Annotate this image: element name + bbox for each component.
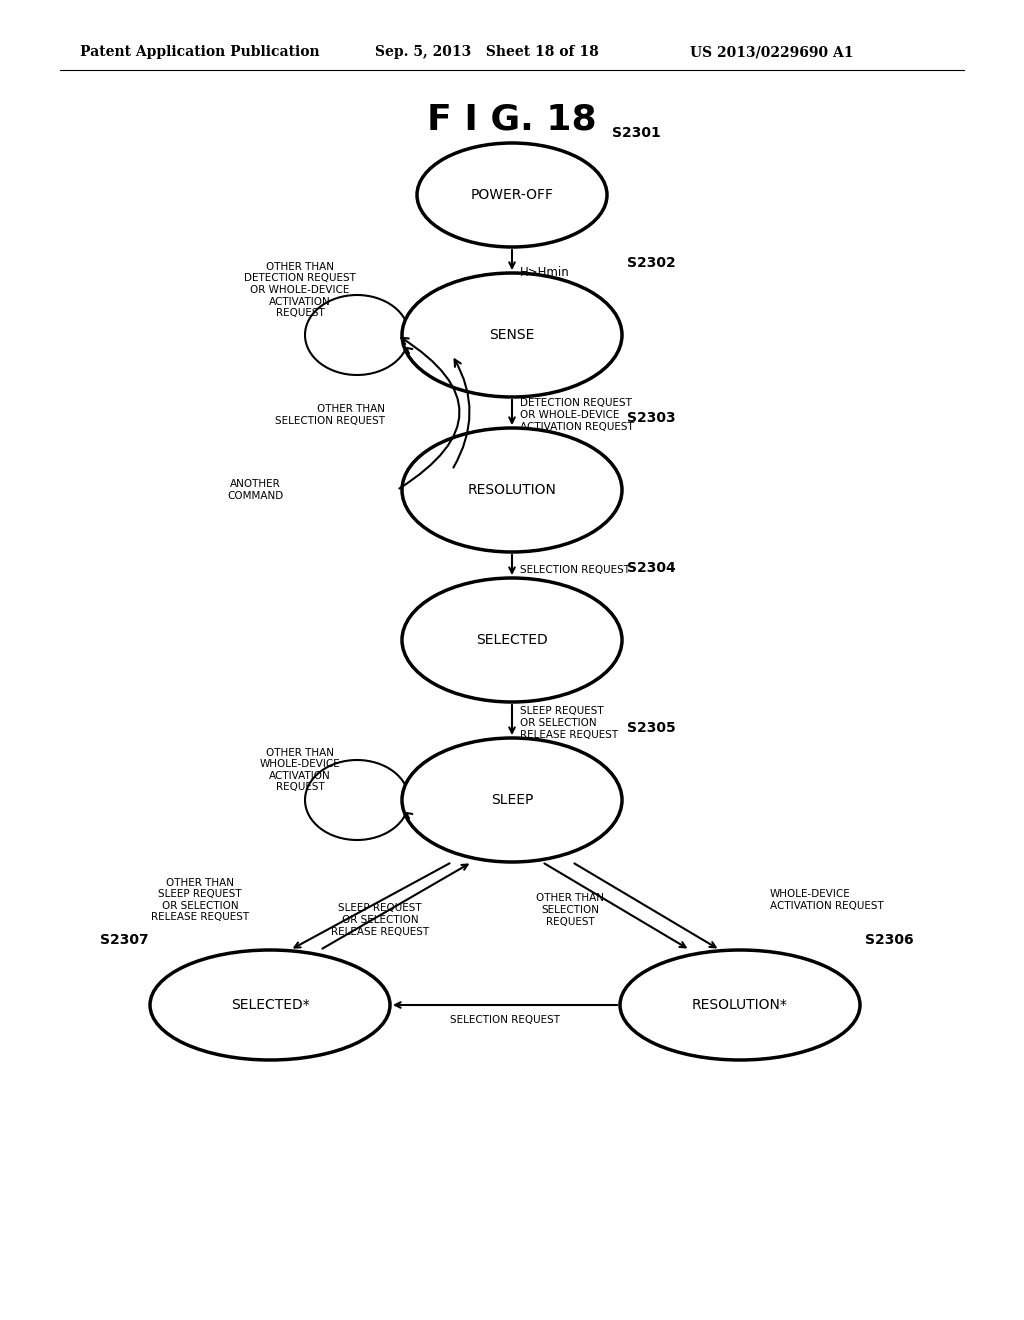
Text: SLEEP REQUEST
OR SELECTION
RELEASE REQUEST: SLEEP REQUEST OR SELECTION RELEASE REQUE…	[331, 903, 429, 937]
Text: RESOLUTION: RESOLUTION	[468, 483, 556, 498]
Text: RESOLUTION*: RESOLUTION*	[692, 998, 787, 1012]
Text: SELECTION REQUEST: SELECTION REQUEST	[450, 1015, 560, 1026]
Text: H>Hmin: H>Hmin	[520, 265, 569, 279]
FancyArrowPatch shape	[399, 338, 460, 488]
Text: SLEEP REQUEST
OR SELECTION
RELEASE REQUEST: SLEEP REQUEST OR SELECTION RELEASE REQUE…	[520, 706, 618, 739]
Text: S2302: S2302	[627, 256, 676, 271]
Text: OTHER THAN
DETECTION REQUEST
OR WHOLE-DEVICE
ACTIVATION
REQUEST: OTHER THAN DETECTION REQUEST OR WHOLE-DE…	[244, 261, 356, 318]
Ellipse shape	[402, 273, 622, 397]
Ellipse shape	[150, 950, 390, 1060]
Text: SELECTED: SELECTED	[476, 634, 548, 647]
Text: DETECTION REQUEST
OR WHOLE-DEVICE
ACTIVATION REQUEST: DETECTION REQUEST OR WHOLE-DEVICE ACTIVA…	[520, 399, 634, 432]
Text: WHOLE-DEVICE
ACTIVATION REQUEST: WHOLE-DEVICE ACTIVATION REQUEST	[770, 890, 884, 911]
Text: S2307: S2307	[100, 933, 148, 946]
Text: S2303: S2303	[627, 411, 676, 425]
Ellipse shape	[305, 760, 409, 840]
Text: POWER-OFF: POWER-OFF	[470, 187, 554, 202]
Text: Patent Application Publication: Patent Application Publication	[80, 45, 319, 59]
Ellipse shape	[305, 294, 409, 375]
Text: F I G. 18: F I G. 18	[427, 103, 597, 137]
Ellipse shape	[402, 578, 622, 702]
Text: Sep. 5, 2013   Sheet 18 of 18: Sep. 5, 2013 Sheet 18 of 18	[375, 45, 599, 59]
Text: OTHER THAN
SLEEP REQUEST
OR SELECTION
RELEASE REQUEST: OTHER THAN SLEEP REQUEST OR SELECTION RE…	[151, 878, 249, 923]
Text: SELECTED*: SELECTED*	[230, 998, 309, 1012]
Text: S2301: S2301	[612, 125, 660, 140]
Ellipse shape	[620, 950, 860, 1060]
Text: SELECTION REQUEST: SELECTION REQUEST	[520, 565, 630, 576]
Text: US 2013/0229690 A1: US 2013/0229690 A1	[690, 45, 853, 59]
Text: SENSE: SENSE	[489, 327, 535, 342]
Text: OTHER THAN
SELECTION
REQUEST: OTHER THAN SELECTION REQUEST	[536, 894, 604, 927]
Ellipse shape	[402, 428, 622, 552]
Text: OTHER THAN
SELECTION REQUEST: OTHER THAN SELECTION REQUEST	[275, 404, 385, 426]
Text: ANOTHER
COMMAND: ANOTHER COMMAND	[227, 479, 283, 500]
Text: S2306: S2306	[865, 933, 913, 946]
FancyArrowPatch shape	[454, 359, 470, 467]
Ellipse shape	[417, 143, 607, 247]
Text: S2304: S2304	[627, 561, 676, 576]
Text: S2305: S2305	[627, 721, 676, 735]
Text: SLEEP: SLEEP	[490, 793, 534, 807]
Ellipse shape	[402, 738, 622, 862]
Text: OTHER THAN
WHOLE-DEVICE
ACTIVATION
REQUEST: OTHER THAN WHOLE-DEVICE ACTIVATION REQUE…	[260, 747, 340, 792]
